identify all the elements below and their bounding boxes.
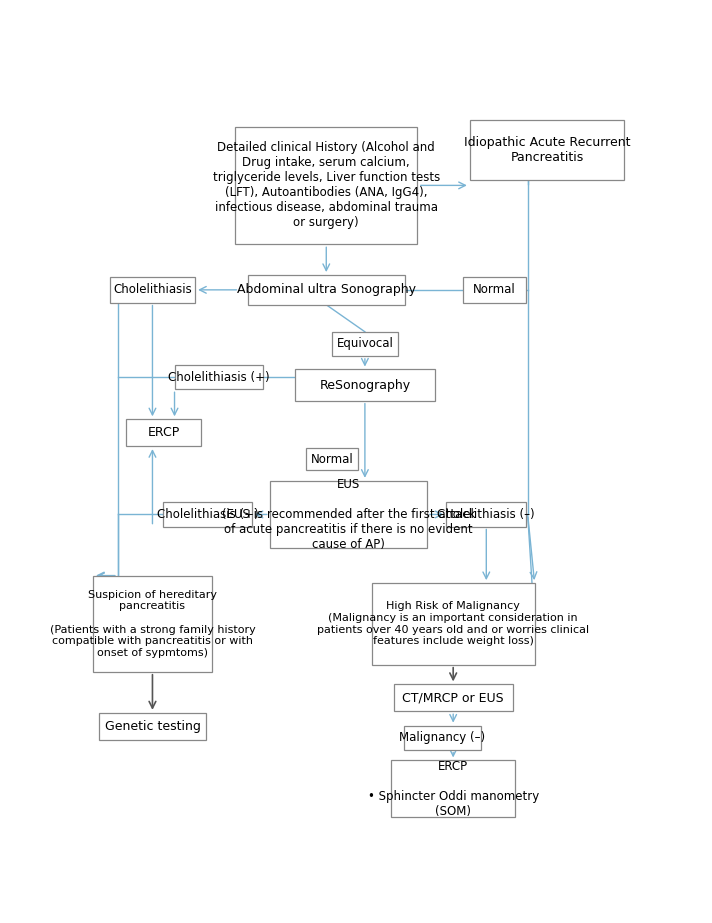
- Text: Cholelithiasis: Cholelithiasis: [113, 283, 192, 296]
- FancyBboxPatch shape: [270, 481, 427, 548]
- FancyBboxPatch shape: [446, 502, 526, 526]
- Text: Malignancy (–): Malignancy (–): [399, 731, 485, 744]
- Text: CT/MRCP or EUS: CT/MRCP or EUS: [402, 691, 504, 704]
- Text: Cholelithiasis (+): Cholelithiasis (+): [157, 508, 258, 521]
- Text: Detailed clinical History (Alcohol and
Drug intake, serum calcium,
triglyceride : Detailed clinical History (Alcohol and D…: [213, 141, 440, 230]
- FancyBboxPatch shape: [174, 366, 263, 390]
- Text: Cholelithiasis (–): Cholelithiasis (–): [437, 508, 535, 521]
- Text: ERCP: ERCP: [147, 426, 179, 439]
- FancyBboxPatch shape: [99, 713, 206, 739]
- Text: EUS

(EUS is recommended after the first attack
of acute pancreatitis if there i: EUS (EUS is recommended after the first …: [221, 478, 475, 551]
- FancyBboxPatch shape: [248, 275, 405, 305]
- Text: Suspicion of hereditary
pancreatitis

(Patients with a strong family history
com: Suspicion of hereditary pancreatitis (Pa…: [50, 590, 256, 658]
- FancyBboxPatch shape: [470, 120, 624, 180]
- Text: High Risk of Malignancy
(Malignancy is an important consideration in
patients ov: High Risk of Malignancy (Malignancy is a…: [317, 602, 590, 646]
- Text: Cholelithiasis (+): Cholelithiasis (+): [168, 371, 269, 384]
- Text: ReSonography: ReSonography: [320, 378, 410, 391]
- FancyBboxPatch shape: [463, 277, 526, 303]
- FancyBboxPatch shape: [110, 277, 195, 303]
- Text: Idiopathic Acute Recurrent
Pancreatitis: Idiopathic Acute Recurrent Pancreatitis: [464, 136, 630, 164]
- Text: Equivocal: Equivocal: [337, 338, 393, 351]
- Text: Genetic testing: Genetic testing: [105, 720, 200, 733]
- FancyBboxPatch shape: [394, 684, 513, 712]
- FancyBboxPatch shape: [332, 331, 398, 356]
- Text: Normal: Normal: [473, 283, 516, 296]
- Text: Normal: Normal: [310, 452, 353, 465]
- FancyBboxPatch shape: [404, 725, 481, 749]
- FancyBboxPatch shape: [164, 502, 252, 526]
- FancyBboxPatch shape: [295, 369, 435, 401]
- FancyBboxPatch shape: [126, 419, 201, 446]
- FancyBboxPatch shape: [305, 448, 358, 471]
- Text: ERCP

• Sphincter Oddi manometry
(SOM): ERCP • Sphincter Oddi manometry (SOM): [367, 760, 539, 818]
- FancyBboxPatch shape: [235, 126, 417, 244]
- FancyBboxPatch shape: [391, 761, 515, 817]
- FancyBboxPatch shape: [372, 583, 535, 665]
- FancyBboxPatch shape: [93, 576, 211, 672]
- Text: Abdominal ultra Sonography: Abdominal ultra Sonography: [237, 283, 416, 296]
